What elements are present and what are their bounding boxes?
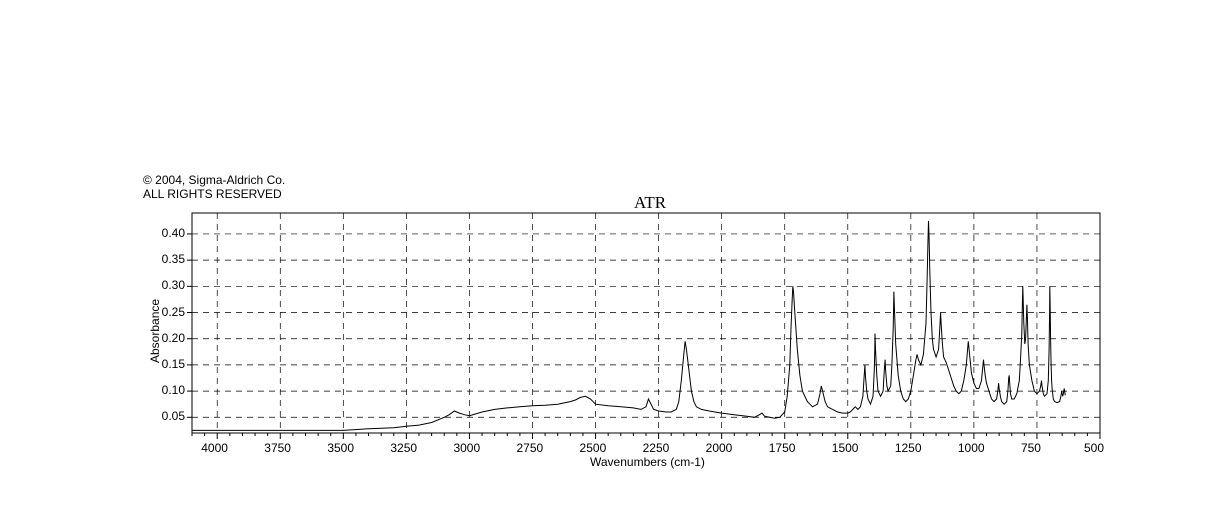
x-tick-label: 3000 <box>453 441 480 455</box>
y-tick-label: 0.10 <box>162 383 185 397</box>
x-tick-label: 3750 <box>264 441 291 455</box>
x-tick-label: 2750 <box>517 441 544 455</box>
y-tick-label: 0.40 <box>162 226 185 240</box>
y-tick-label: 0.35 <box>162 252 185 266</box>
x-tick-label: 2000 <box>706 441 733 455</box>
x-tick-label: 2250 <box>643 441 670 455</box>
x-tick-label: 1000 <box>958 441 985 455</box>
y-tick-label: 0.15 <box>162 357 185 371</box>
y-tick-label: 0.05 <box>162 409 185 423</box>
y-tick-label: 0.20 <box>162 331 185 345</box>
x-tick-label: 3500 <box>327 441 354 455</box>
y-tick-label: 0.30 <box>162 278 185 292</box>
x-tick-label: 2500 <box>580 441 607 455</box>
x-tick-label: 1500 <box>832 441 859 455</box>
x-tick-label: 4000 <box>201 441 228 455</box>
x-tick-label: 500 <box>1084 441 1104 455</box>
y-tick-label: 0.25 <box>162 305 185 319</box>
x-tick-label: 1250 <box>895 441 922 455</box>
x-tick-label: 750 <box>1021 441 1041 455</box>
x-tick-label: 1750 <box>769 441 796 455</box>
x-tick-label: 3250 <box>390 441 417 455</box>
